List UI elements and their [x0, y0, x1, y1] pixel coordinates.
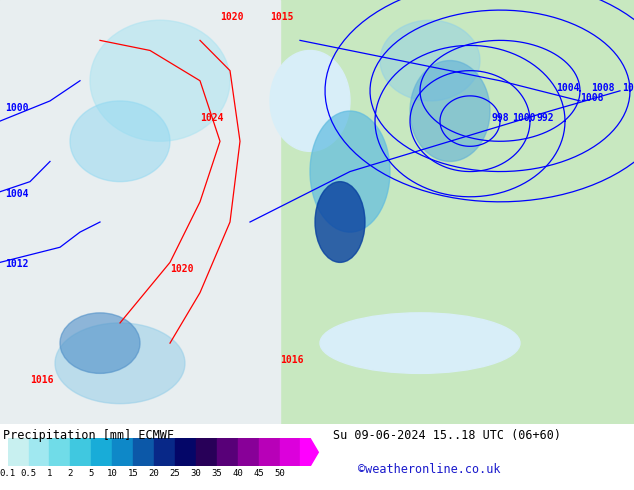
Bar — [91, 438, 112, 466]
Text: 5: 5 — [89, 469, 94, 478]
Ellipse shape — [60, 313, 140, 373]
Bar — [0, 0, 280, 424]
Text: 15: 15 — [128, 469, 138, 478]
Bar — [154, 438, 175, 466]
Text: 1015: 1015 — [270, 12, 294, 22]
Text: 1012: 1012 — [5, 259, 29, 270]
Bar — [112, 438, 133, 466]
Bar — [175, 438, 196, 466]
Text: 25: 25 — [170, 469, 180, 478]
FancyArrow shape — [301, 438, 318, 466]
Text: 1000: 1000 — [512, 113, 536, 123]
Text: ©weatheronline.co.uk: ©weatheronline.co.uk — [358, 463, 501, 476]
Ellipse shape — [70, 101, 170, 182]
Text: Precipitation [mm] ECMWF: Precipitation [mm] ECMWF — [3, 429, 174, 442]
Text: 998: 998 — [491, 113, 508, 123]
Text: 40: 40 — [233, 469, 243, 478]
Text: 1000: 1000 — [5, 103, 29, 113]
Bar — [217, 438, 238, 466]
Text: 1004: 1004 — [556, 83, 579, 93]
Bar — [196, 438, 217, 466]
Ellipse shape — [320, 313, 520, 373]
Text: 1008: 1008 — [591, 83, 614, 93]
Bar — [133, 438, 154, 466]
Text: 20: 20 — [149, 469, 159, 478]
Text: 1016: 1016 — [30, 375, 53, 386]
Ellipse shape — [380, 20, 480, 101]
Ellipse shape — [315, 182, 365, 262]
Text: 0.5: 0.5 — [20, 469, 37, 478]
Text: 50: 50 — [275, 469, 285, 478]
Bar — [29, 438, 49, 466]
Ellipse shape — [410, 61, 490, 162]
Ellipse shape — [55, 323, 185, 404]
Text: 1004: 1004 — [5, 189, 29, 199]
Ellipse shape — [310, 111, 390, 232]
Text: Su 09-06-2024 15..18 UTC (06+60): Su 09-06-2024 15..18 UTC (06+60) — [333, 429, 561, 442]
Text: 1008: 1008 — [623, 83, 634, 93]
Bar — [238, 438, 259, 466]
Text: 2: 2 — [68, 469, 73, 478]
Text: 1020: 1020 — [220, 12, 243, 22]
Ellipse shape — [90, 20, 230, 141]
Bar — [259, 438, 280, 466]
Text: 0.1: 0.1 — [0, 469, 16, 478]
Ellipse shape — [270, 50, 350, 151]
Bar — [280, 438, 301, 466]
Text: 1020: 1020 — [170, 265, 193, 274]
Text: 10: 10 — [107, 469, 117, 478]
Text: 1016: 1016 — [280, 355, 304, 366]
Text: 1008: 1008 — [580, 93, 604, 103]
Text: 35: 35 — [212, 469, 222, 478]
Text: 1024: 1024 — [200, 113, 224, 123]
Bar — [8, 438, 29, 466]
Bar — [49, 438, 70, 466]
Text: 1: 1 — [47, 469, 52, 478]
Bar — [70, 438, 91, 466]
Text: 45: 45 — [254, 469, 264, 478]
Text: 992: 992 — [536, 113, 554, 123]
Text: 30: 30 — [191, 469, 201, 478]
